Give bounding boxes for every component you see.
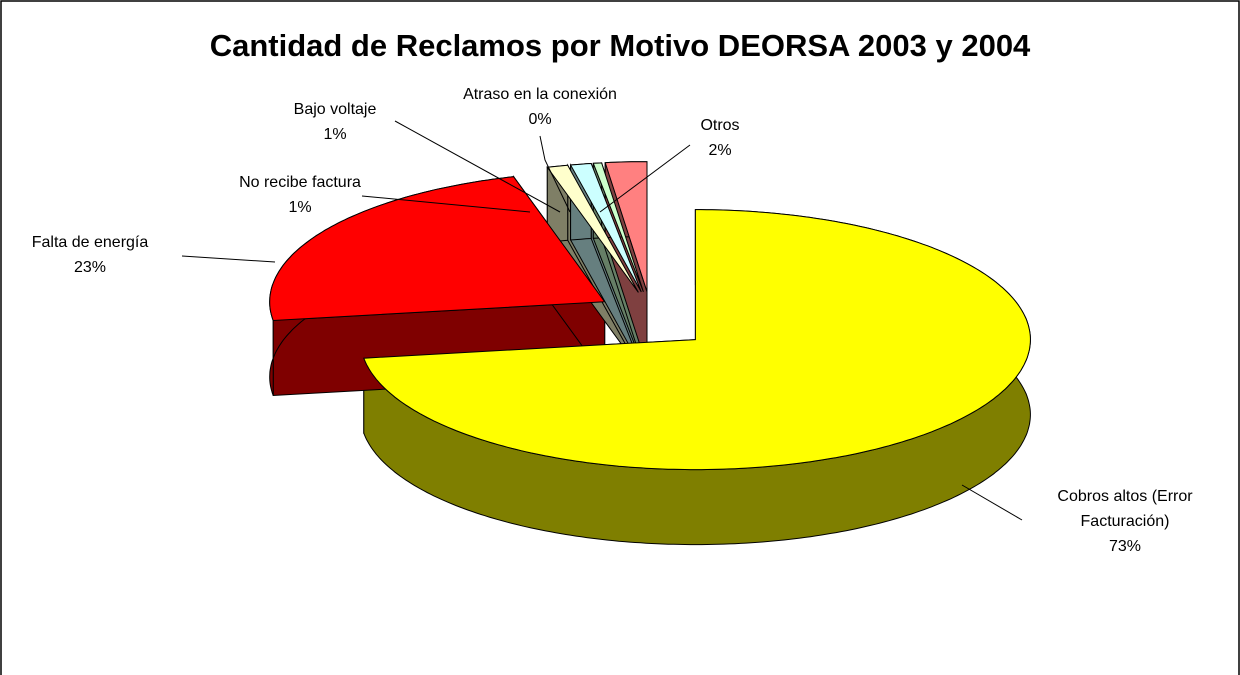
slice-label: No recibe factura bbox=[239, 174, 361, 191]
slice-label: Bajo voltaje bbox=[293, 101, 377, 118]
slice bbox=[363, 209, 1031, 471]
slice bbox=[269, 176, 606, 322]
leader-line bbox=[539, 135, 571, 213]
slice-label: Atraso en la conexión bbox=[463, 86, 617, 103]
slice-value-label: 73% bbox=[1108, 538, 1142, 555]
slice-value-label: 1% bbox=[323, 126, 347, 143]
slice bbox=[569, 162, 642, 293]
slice bbox=[604, 161, 648, 292]
slice-value-label: 0% bbox=[528, 111, 552, 128]
slice bbox=[546, 164, 639, 293]
leader-line bbox=[599, 144, 691, 213]
slice-value-label: 1% bbox=[288, 199, 312, 216]
leader-line bbox=[961, 484, 1023, 521]
leader-line bbox=[181, 255, 276, 263]
leader-line bbox=[361, 195, 531, 213]
slice-label: Otros bbox=[700, 117, 740, 134]
slice-value-label: 2% bbox=[708, 142, 732, 159]
leader-line bbox=[394, 120, 561, 213]
slice-label: Cobros altos (Error Facturación) bbox=[1057, 488, 1193, 530]
chart-title: Cantidad de Reclamos por Motivo DEORSA 2… bbox=[209, 28, 1031, 63]
slice-label: Falta de energía bbox=[31, 234, 149, 251]
slice-tops bbox=[269, 161, 1031, 471]
slice bbox=[592, 162, 644, 292]
slice-value-label: 23% bbox=[73, 259, 107, 276]
